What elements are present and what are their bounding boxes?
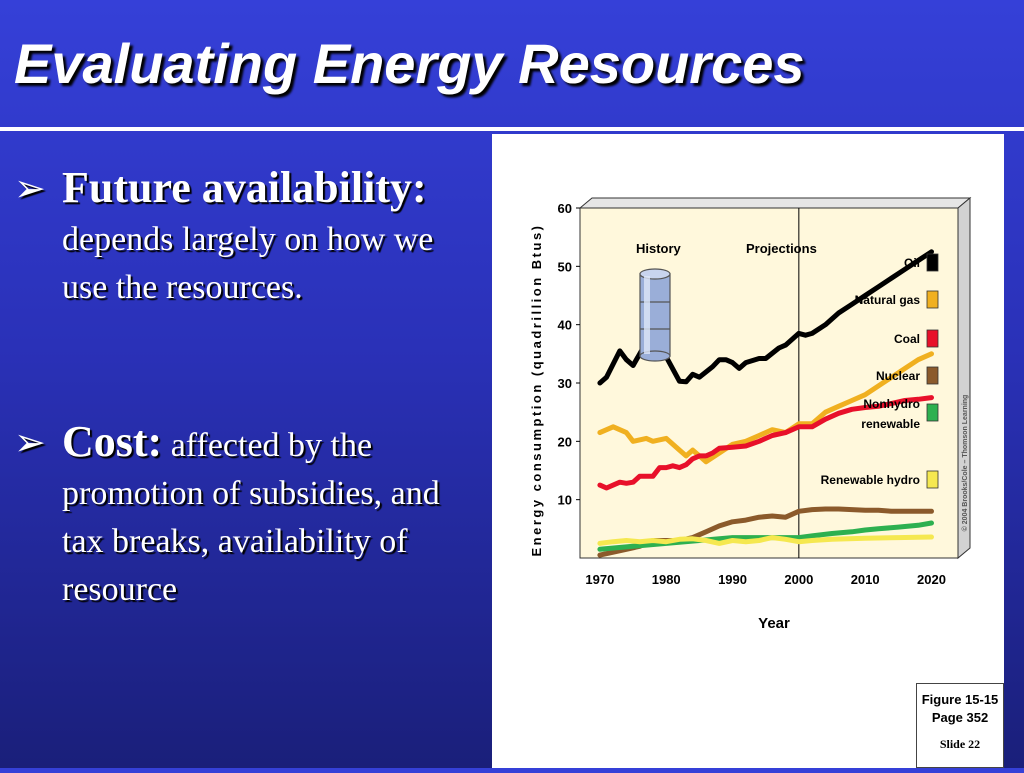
bullet-heading: Cost: [62,417,163,466]
legend-swatch-oil [926,253,939,272]
legend-label-nonhydro-renewable: Nonhydro [863,397,920,411]
x-tick-label: 2000 [784,572,813,587]
series-line-natural-gas [597,351,934,465]
x-tick-label: 1980 [652,572,681,587]
x-tick-label: 1990 [718,572,747,587]
arrow-bullet-icon: ➢ [14,166,46,210]
energy-consumption-chart: 10 20 30 40 50 60 1970 1980 1990 2000 2010 2020 Oil… [529,196,972,632]
y-tick-label: 20 [558,434,572,449]
series-line-nonhydro-renewable [597,520,934,552]
legend-label-coal: Coal [894,332,920,346]
legend-swatch-nuclear [926,366,939,385]
y-tick-label: 30 [558,376,572,391]
copyright-notice: © 2004 Brooks/Cole – Thomson Learning [961,395,969,532]
slide-title: Evaluating Energy Resources [14,32,805,95]
figure-reference-box: Figure 15-15 Page 352 Slide 22 [916,683,1004,768]
projections-label: Projections [746,241,817,256]
bullet-heading: Future availability: [62,163,427,212]
legend-label-renewable-hydro: Renewable hydro [821,473,920,487]
x-tick-label: 2010 [851,572,880,587]
oil-barrel-icon [639,268,671,362]
page-number: Page 352 [931,710,989,725]
x-tick-label: 2020 [917,572,946,587]
y-tick-label: 10 [558,493,572,508]
y-tick-label: 60 [558,201,572,216]
series-line-renewable-hydro [597,534,934,546]
chart-top-face [578,197,972,209]
legend-label-nuclear: Nuclear [876,369,920,383]
arrow-bullet-icon: ➢ [14,420,46,464]
y-tick-label: 40 [558,318,572,333]
series-line-coal [597,395,934,491]
legend-swatch-renewable-hydro [926,470,939,489]
figure-number: Figure 15-15 [921,692,999,707]
slide-number: Slide 22 [939,737,981,751]
x-tick-label: 1970 [585,572,614,587]
bullet-body: depends largely on how we use the resour… [62,221,434,306]
legend-swatch-natural-gas [926,290,939,309]
history-label: History [636,241,682,256]
legend-label-nonhydro-renewable-line2: renewable [861,417,920,431]
bullet-body: affected by the promotion of subsidies, … [62,427,440,608]
legend-swatch-nonhydro-renewable [926,403,939,422]
bullet-future-availability: ➢ Future availability: depends largely o… [14,164,484,312]
legend-swatch-coal [926,329,939,348]
y-axis-label: Energy consumption (quadrillion Btus) [529,224,544,557]
y-tick-label: 50 [558,259,572,274]
legend-label-oil: Oil [904,256,920,270]
bullet-cost: ➢ Cost: affected by the promotion of sub… [14,418,484,614]
x-axis-label: Year [758,615,790,632]
title-divider [0,127,1024,131]
plot-area [579,207,959,559]
legend-label-natural-gas: Natural gas [855,293,921,307]
chart-figure: 10 20 30 40 50 60 1970 1980 1990 2000 2010 2020 Oil… [492,134,1004,768]
